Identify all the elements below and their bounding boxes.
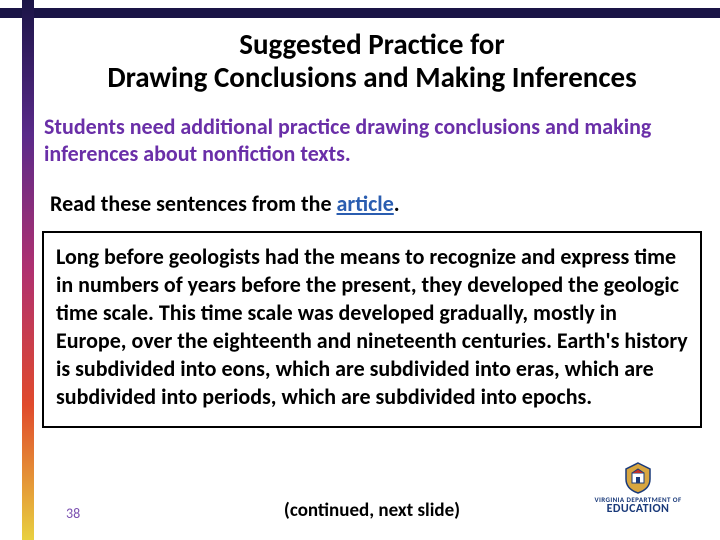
article-link[interactable]: article	[337, 190, 394, 217]
slide-footer: 38 (continued, next slide) VIRGINIA DEPA…	[40, 505, 704, 522]
quote-box: Long before geologists had the means to …	[42, 231, 702, 428]
title-line-1: Suggested Practice for	[239, 26, 504, 62]
instruction-suffix: .	[394, 190, 400, 217]
slide-title: Suggested Practice for Drawing Conclusio…	[40, 28, 704, 95]
logo-line-2: EDUCATION	[578, 503, 698, 516]
instruction-line: Read these sentences from the article.	[40, 190, 704, 217]
slide-content: Suggested Practice for Drawing Conclusio…	[40, 28, 704, 530]
title-line-2: Drawing Conclusions and Making Inference…	[107, 59, 636, 95]
page-number: 38	[66, 505, 80, 522]
slide-subtitle: Students need additional practice drawin…	[40, 113, 704, 168]
left-gradient-bar	[22, 0, 34, 540]
top-accent-bar	[0, 8, 720, 18]
education-shield-icon	[620, 461, 656, 495]
logo: VIRGINIA DEPARTMENT OF EDUCATION	[578, 461, 698, 516]
continued-text: (continued, next slide)	[284, 499, 460, 522]
instruction-prefix: Read these sentences from the	[50, 190, 337, 217]
